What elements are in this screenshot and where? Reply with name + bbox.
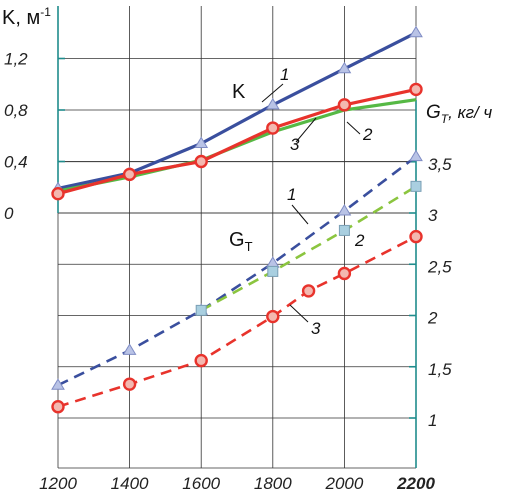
- triangle-marker: [122, 343, 137, 355]
- k-tick-label: 0,8: [4, 101, 28, 120]
- g-tick-label: 1,5: [428, 360, 452, 379]
- square-marker: [338, 224, 350, 236]
- series: [51, 25, 423, 414]
- g-curve-1: [57, 155, 417, 387]
- curve-number-k2: 2: [362, 125, 373, 144]
- leader-line: [346, 121, 361, 135]
- curve-number-g1: 1: [287, 185, 296, 204]
- circle-marker: [122, 377, 137, 391]
- x-tick-label: 1800: [254, 474, 292, 493]
- circle-marker: [51, 400, 65, 414]
- curve-number-g2: 2: [354, 231, 365, 250]
- triangle-marker: [337, 61, 352, 74]
- circle-marker: [51, 186, 65, 201]
- triangle-marker: [337, 203, 352, 216]
- g-curves-label: GТ: [229, 229, 253, 254]
- circle-marker: [409, 229, 423, 244]
- square-marker: [410, 180, 422, 192]
- circle-marker: [194, 353, 208, 368]
- circle-marker: [266, 309, 280, 324]
- curve-number-k3: 3: [290, 135, 300, 154]
- k-curve-1: [57, 31, 417, 191]
- g-axis-title: GТ, кг/ ч: [426, 102, 492, 126]
- g-tick-label: 2,5: [427, 257, 452, 276]
- circle-marker: [266, 121, 280, 135]
- triangle-marker: [51, 378, 65, 390]
- g-tick-label: 1: [428, 411, 437, 430]
- g-tick-label: 3,5: [428, 155, 452, 174]
- k-tick-label: 1,2: [4, 50, 28, 69]
- triangle-marker: [409, 25, 423, 38]
- triangle-marker: [409, 149, 423, 162]
- g-curve-3: [57, 235, 417, 408]
- x-tick-label: 1600: [182, 474, 220, 493]
- k-curve-2: [57, 87, 417, 196]
- leader-line: [295, 117, 317, 143]
- x-tick-label: 2200: [396, 474, 435, 493]
- axes: [57, 6, 417, 468]
- curve-number-g3: 3: [311, 319, 321, 338]
- circle-marker: [301, 284, 316, 298]
- triangle-marker: [265, 97, 280, 110]
- k-tick-label: 0: [4, 204, 14, 223]
- tick-labels: 1200 1400 1600 1800 2000 2200 0 0,4 0,8 1,2 1 1,5 2 2…: [4, 50, 452, 493]
- circle-marker: [337, 98, 352, 112]
- k-tick-label: 0,4: [4, 153, 28, 172]
- k-curves-label: K: [232, 81, 246, 103]
- curve-numbers: 1 2 3 1 2 3: [261, 65, 373, 338]
- circle-marker: [194, 154, 208, 169]
- x-tick-label: 1200: [39, 474, 77, 493]
- g-curve-2: [200, 185, 417, 312]
- square-marker: [195, 304, 207, 316]
- circle-marker: [409, 82, 423, 97]
- x-tick-label: 2000: [324, 474, 363, 493]
- circle-marker: [122, 167, 137, 182]
- g-tick-label: 3: [428, 206, 438, 225]
- triangle-marker: [194, 136, 209, 148]
- square-marker: [267, 265, 279, 277]
- circle-marker: [337, 266, 352, 281]
- grid: [58, 6, 416, 469]
- k-axis-title: K, м-1: [2, 5, 51, 29]
- g-tick-label: 2: [427, 309, 438, 328]
- leader-line: [291, 204, 309, 225]
- leader-line: [261, 83, 284, 103]
- curve-number-k1: 1: [280, 65, 289, 84]
- x-tick-label: 1400: [111, 474, 149, 493]
- leader-line: [289, 304, 309, 323]
